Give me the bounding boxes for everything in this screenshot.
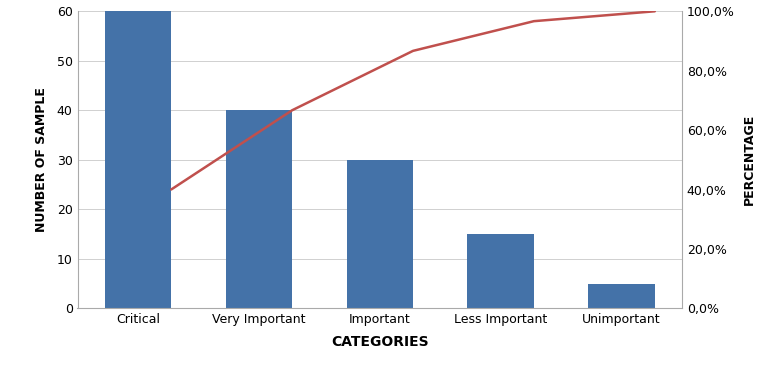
Y-axis label: NUMBER OF SAMPLE: NUMBER OF SAMPLE [36,87,48,232]
Bar [467,234,534,308]
Bar [346,160,413,308]
Bar [588,284,655,308]
Bar [226,110,292,308]
X-axis label: CATEGORIES: CATEGORIES [331,335,429,349]
Bar [105,11,171,308]
Y-axis label: PERCENTAGE: PERCENTAGE [743,114,756,205]
